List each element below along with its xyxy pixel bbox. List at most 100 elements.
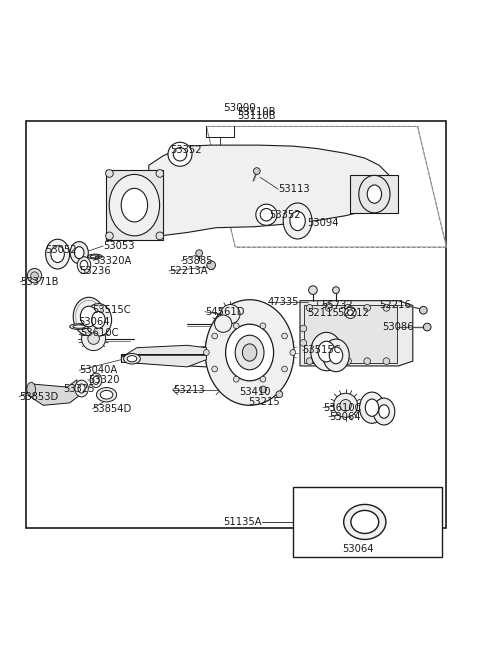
- Circle shape: [325, 358, 332, 365]
- Circle shape: [212, 366, 217, 372]
- Ellipse shape: [96, 388, 117, 402]
- Ellipse shape: [77, 257, 91, 273]
- Text: 53885: 53885: [181, 256, 213, 266]
- Text: 53352: 53352: [269, 210, 300, 219]
- Circle shape: [333, 286, 339, 294]
- Circle shape: [82, 327, 106, 351]
- Ellipse shape: [235, 335, 264, 370]
- Circle shape: [340, 399, 351, 411]
- Ellipse shape: [365, 399, 379, 417]
- Text: 53325: 53325: [63, 384, 95, 394]
- Circle shape: [420, 306, 427, 314]
- Text: 53853D: 53853D: [19, 392, 59, 401]
- Circle shape: [212, 333, 217, 339]
- Circle shape: [309, 286, 317, 294]
- Ellipse shape: [74, 246, 84, 259]
- Text: 53064: 53064: [78, 317, 109, 327]
- Polygon shape: [350, 175, 398, 214]
- Ellipse shape: [73, 325, 85, 328]
- Circle shape: [345, 304, 351, 311]
- Ellipse shape: [323, 339, 349, 372]
- Ellipse shape: [367, 185, 382, 203]
- Circle shape: [260, 386, 266, 393]
- Circle shape: [282, 333, 288, 339]
- Text: 51135A: 51135A: [223, 517, 262, 527]
- Circle shape: [156, 170, 164, 177]
- Ellipse shape: [73, 298, 105, 336]
- Ellipse shape: [85, 304, 111, 336]
- Ellipse shape: [90, 373, 102, 388]
- Circle shape: [260, 376, 266, 382]
- Text: 52213A: 52213A: [169, 266, 207, 276]
- Ellipse shape: [226, 324, 274, 381]
- Circle shape: [221, 304, 240, 324]
- Ellipse shape: [345, 307, 356, 319]
- Ellipse shape: [173, 148, 187, 161]
- Ellipse shape: [242, 344, 257, 361]
- Ellipse shape: [348, 310, 353, 315]
- Ellipse shape: [283, 203, 312, 239]
- Ellipse shape: [344, 505, 386, 539]
- Ellipse shape: [124, 353, 140, 364]
- Circle shape: [345, 358, 351, 365]
- Text: 53000: 53000: [224, 102, 256, 113]
- Text: 53064: 53064: [329, 412, 360, 422]
- Circle shape: [196, 250, 203, 256]
- Circle shape: [334, 394, 358, 417]
- Polygon shape: [106, 170, 163, 240]
- Ellipse shape: [88, 254, 102, 259]
- Ellipse shape: [92, 311, 105, 328]
- Circle shape: [204, 350, 209, 355]
- Text: 53410: 53410: [239, 388, 271, 397]
- Text: 53352: 53352: [170, 145, 202, 155]
- Ellipse shape: [46, 239, 70, 269]
- Text: 53610C: 53610C: [323, 403, 361, 413]
- Ellipse shape: [121, 189, 148, 222]
- Text: 52115: 52115: [307, 307, 339, 318]
- Text: 53052: 53052: [46, 245, 77, 256]
- Text: 53094: 53094: [307, 218, 339, 228]
- Ellipse shape: [75, 380, 88, 397]
- Circle shape: [31, 272, 38, 279]
- Ellipse shape: [51, 246, 64, 263]
- Circle shape: [27, 269, 42, 283]
- Circle shape: [423, 323, 431, 331]
- Circle shape: [306, 304, 313, 311]
- Circle shape: [106, 170, 113, 177]
- Text: 53371B: 53371B: [20, 277, 59, 287]
- Circle shape: [156, 232, 164, 240]
- Circle shape: [253, 168, 260, 174]
- Ellipse shape: [359, 175, 390, 213]
- Text: 54561D: 54561D: [205, 307, 244, 317]
- Ellipse shape: [318, 341, 335, 362]
- Ellipse shape: [360, 392, 384, 423]
- Circle shape: [306, 358, 313, 365]
- Ellipse shape: [109, 174, 159, 236]
- Ellipse shape: [256, 204, 277, 225]
- Text: 53854D: 53854D: [93, 403, 132, 414]
- Ellipse shape: [168, 143, 192, 166]
- Text: 53515C: 53515C: [93, 306, 131, 315]
- Ellipse shape: [27, 382, 36, 397]
- Ellipse shape: [379, 405, 389, 419]
- FancyBboxPatch shape: [293, 487, 442, 556]
- Ellipse shape: [351, 510, 379, 533]
- FancyBboxPatch shape: [26, 121, 446, 528]
- Ellipse shape: [329, 347, 343, 364]
- Ellipse shape: [260, 208, 273, 221]
- Ellipse shape: [100, 390, 113, 399]
- Ellipse shape: [93, 376, 99, 384]
- Ellipse shape: [311, 332, 342, 371]
- Circle shape: [215, 315, 232, 332]
- Text: 53515C: 53515C: [302, 345, 341, 355]
- Polygon shape: [300, 301, 413, 366]
- Circle shape: [325, 304, 332, 311]
- Text: 55732: 55732: [322, 300, 353, 311]
- Circle shape: [300, 325, 307, 332]
- Circle shape: [233, 376, 239, 382]
- Circle shape: [364, 358, 371, 365]
- Ellipse shape: [78, 384, 85, 393]
- Ellipse shape: [70, 242, 88, 263]
- Text: 53213: 53213: [173, 385, 204, 395]
- Ellipse shape: [90, 255, 100, 258]
